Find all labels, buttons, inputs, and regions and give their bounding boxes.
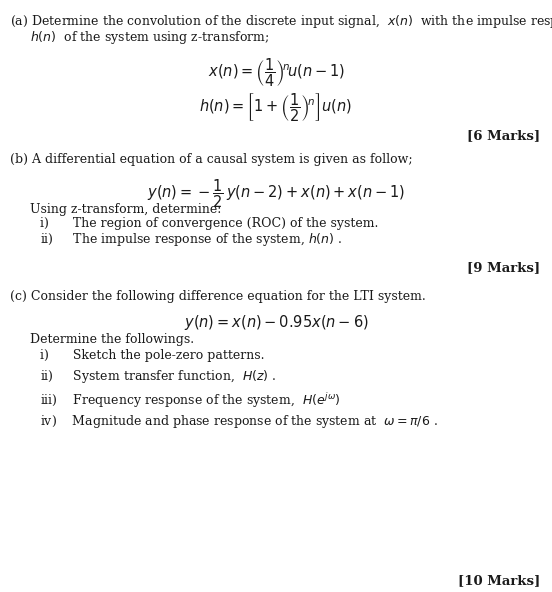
Text: iv)    Magnitude and phase response of the system at  $\omega = \pi/6$ .: iv) Magnitude and phase response of the … — [40, 413, 438, 430]
Text: [9 Marks]: [9 Marks] — [467, 261, 540, 274]
Text: i)      Sketch the pole-zero patterns.: i) Sketch the pole-zero patterns. — [40, 349, 264, 362]
Text: [10 Marks]: [10 Marks] — [458, 574, 540, 587]
Text: ii)     The impulse response of the system, $h(n)$ .: ii) The impulse response of the system, … — [40, 231, 342, 249]
Text: ii)     System transfer function,  $H(z)$ .: ii) System transfer function, $H(z)$ . — [40, 368, 277, 385]
Text: $x(n) = \left(\dfrac{1}{4}\right)^{\!n}\! u(n-1)$: $x(n) = \left(\dfrac{1}{4}\right)^{\!n}\… — [208, 56, 344, 89]
Text: (a) Determine the convolution of the discrete input signal,  $x(n)$  with the im: (a) Determine the convolution of the dis… — [10, 13, 552, 30]
Text: $y(n) = x(n) - 0.95x(n-6)$: $y(n) = x(n) - 0.95x(n-6)$ — [184, 313, 368, 332]
Text: Using z-transform, determine:: Using z-transform, determine: — [30, 203, 222, 216]
Text: iii)    Frequency response of the system,  $H(e^{j\omega})$: iii) Frequency response of the system, $… — [40, 391, 341, 410]
Text: (c) Consider the following difference equation for the LTI system.: (c) Consider the following difference eq… — [10, 290, 426, 303]
Text: Determine the followings.: Determine the followings. — [30, 333, 194, 346]
Text: (b) A differential equation of a causal system is given as follow;: (b) A differential equation of a causal … — [10, 153, 412, 166]
Text: $h(n)$  of the system using z-transform;: $h(n)$ of the system using z-transform; — [30, 29, 270, 46]
Text: $y(n) = -\dfrac{1}{2}\,y(n-2)+x(n)+x(n-1)$: $y(n) = -\dfrac{1}{2}\,y(n-2)+x(n)+x(n-1… — [147, 178, 405, 210]
Text: [6 Marks]: [6 Marks] — [467, 129, 540, 142]
Text: i)      The region of convergence (ROC) of the system.: i) The region of convergence (ROC) of th… — [40, 217, 378, 230]
Text: $h(n) = \left[1+\left(\dfrac{1}{2}\right)^{\!n}\right]u(n)$: $h(n) = \left[1+\left(\dfrac{1}{2}\right… — [199, 92, 353, 124]
